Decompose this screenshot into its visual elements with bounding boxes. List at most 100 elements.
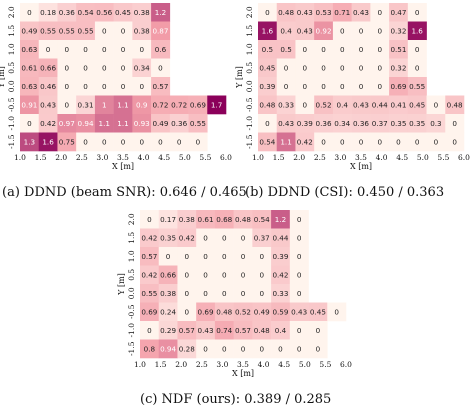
heatmap-cell: [113, 114, 133, 133]
cell-label: 1: [102, 100, 107, 109]
heatmap-cell: [132, 77, 152, 96]
cell-label: 1.7: [211, 100, 222, 109]
cell-label: 0.54: [254, 215, 270, 224]
heatmap-cell: [38, 21, 58, 41]
heatmap-cell: [332, 3, 352, 22]
cell-label: 0: [177, 137, 182, 146]
cell-label: 0.63: [21, 82, 37, 91]
cell-label: 0: [102, 137, 107, 146]
cell-label: 0.51: [390, 45, 406, 54]
heatmap-cell: [158, 228, 178, 248]
heatmap-cell: [196, 210, 216, 229]
heatmap-cell: [407, 40, 427, 59]
cell-label: 0.66: [40, 63, 56, 72]
y-tick-label: 1.0: [127, 250, 136, 262]
cell-label: 0.5: [280, 45, 291, 54]
cell-label: 0.57: [152, 82, 168, 91]
cell-label: 0: [415, 8, 420, 17]
heatmap-cell: [276, 114, 296, 133]
heatmap-cell: [314, 58, 334, 78]
heatmap-cell: [407, 95, 427, 115]
cell-label: 1.2: [275, 215, 286, 224]
y-tick-label: 0.5: [7, 62, 16, 74]
heatmap-cell: [289, 339, 309, 359]
cell-label: 0: [46, 45, 51, 54]
heatmap-cell: [132, 21, 152, 41]
heatmap-cell: [158, 302, 178, 322]
cell-label: 0: [377, 8, 382, 17]
x-tick-label: 5.5: [199, 153, 211, 162]
cell-label: 0: [377, 26, 382, 35]
heatmap-cell: [332, 114, 352, 133]
heatmap-cell: [407, 114, 427, 133]
cell-label: 0.92: [316, 26, 332, 35]
cell-label: 0.33: [272, 289, 288, 298]
cell-label: 0.9: [136, 100, 148, 109]
cell-label: 0.41: [390, 100, 406, 109]
heatmap-cell: [252, 302, 272, 322]
x-tick-label: 6.0: [340, 360, 352, 369]
cell-label: 0: [83, 45, 88, 54]
cell-label: 1.6: [411, 26, 423, 35]
heatmap-cell: [426, 114, 446, 133]
heatmap-cell: [271, 284, 291, 303]
x-tick-label: 3.0: [334, 153, 346, 162]
heatmap-cell: [57, 58, 77, 78]
cell-label: 0: [359, 26, 364, 35]
heatmap-cell: [289, 284, 309, 303]
heatmap-cell: [271, 302, 291, 322]
heatmap-cell: [271, 265, 291, 285]
heatmap-cell: [151, 114, 171, 133]
cell-label: 0: [321, 63, 326, 72]
cell-label: 0.46: [40, 82, 56, 91]
cell-label: 0.69: [198, 307, 214, 316]
heatmap-cell: [370, 77, 390, 96]
heatmap-cell: [177, 321, 197, 340]
heatmap-cell: [370, 40, 390, 59]
cell-label: 0.3: [430, 119, 441, 128]
heatmap-cell: [94, 3, 114, 22]
cell-label: 0.48: [216, 307, 232, 316]
cell-label: 0: [303, 100, 308, 109]
cell-label: 0: [340, 137, 345, 146]
heatmap-cell: [314, 40, 334, 59]
cell-label: 1.2: [155, 8, 166, 17]
cell-label: 0.49: [21, 26, 37, 35]
cell-label: 1.1: [117, 119, 128, 128]
heatmap-cell: [76, 40, 96, 59]
heatmap-cell: [445, 114, 465, 133]
cell-label: 0: [139, 137, 144, 146]
heatmap-cell: [169, 114, 189, 133]
cell-label: 0.45: [115, 8, 131, 17]
heatmap-cell: [76, 21, 96, 41]
x-tick-label: 1.0: [252, 153, 264, 162]
heatmap-cell: [196, 302, 216, 322]
cell-label: 0.34: [134, 63, 150, 72]
heatmap-cell: [94, 114, 114, 133]
cell-label: 0: [297, 344, 302, 353]
heatmap-cell: [252, 228, 272, 248]
cell-label: 0.48: [235, 215, 251, 224]
x-tick-label: 4.0: [138, 153, 150, 162]
cell-label: 0.55: [141, 289, 157, 298]
x-axis-label: X [m]: [112, 162, 134, 171]
cell-label: 0: [241, 270, 246, 279]
heatmap-cell: [140, 284, 160, 303]
heatmap-cell: [214, 228, 234, 248]
heatmap-cell: [389, 3, 409, 22]
x-tick-label: 1.5: [273, 153, 285, 162]
heatmap-cell: [214, 302, 234, 322]
heatmap-cell: [94, 77, 114, 96]
cell-label: 0.39: [259, 82, 275, 91]
cell-label: 0: [259, 252, 264, 261]
cell-label: 0.38: [160, 289, 176, 298]
heatmap-cell: [407, 132, 427, 152]
cell-label: 0.43: [297, 8, 313, 17]
heatmap-cell: [276, 95, 296, 115]
caption-b: (b) DDND (CSI): 0.450 / 0.363: [245, 185, 445, 200]
cell-label: 0: [222, 289, 227, 298]
cell-label: 0.4: [280, 26, 292, 35]
cell-label: 0.38: [134, 8, 150, 17]
heatmap-cell: [177, 210, 197, 229]
y-axis-label: Y [m]: [0, 66, 6, 89]
